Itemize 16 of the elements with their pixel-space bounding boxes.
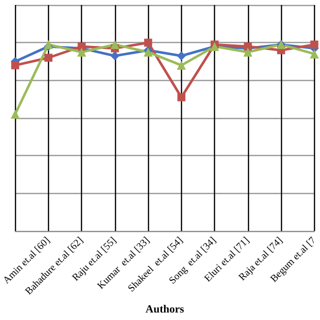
point: [10, 110, 20, 119]
point: [176, 51, 186, 60]
point: [310, 49, 319, 58]
point: [44, 54, 52, 62]
point: [110, 51, 120, 60]
point: [78, 42, 86, 50]
point: [176, 60, 186, 70]
x-axis-title: Authors: [146, 304, 185, 316]
point: [11, 61, 20, 70]
point: [110, 40, 120, 50]
point: [177, 93, 186, 102]
point: [310, 40, 318, 49]
point: [243, 48, 252, 57]
point: [77, 48, 86, 57]
point: [244, 42, 252, 50]
point: [144, 38, 152, 47]
